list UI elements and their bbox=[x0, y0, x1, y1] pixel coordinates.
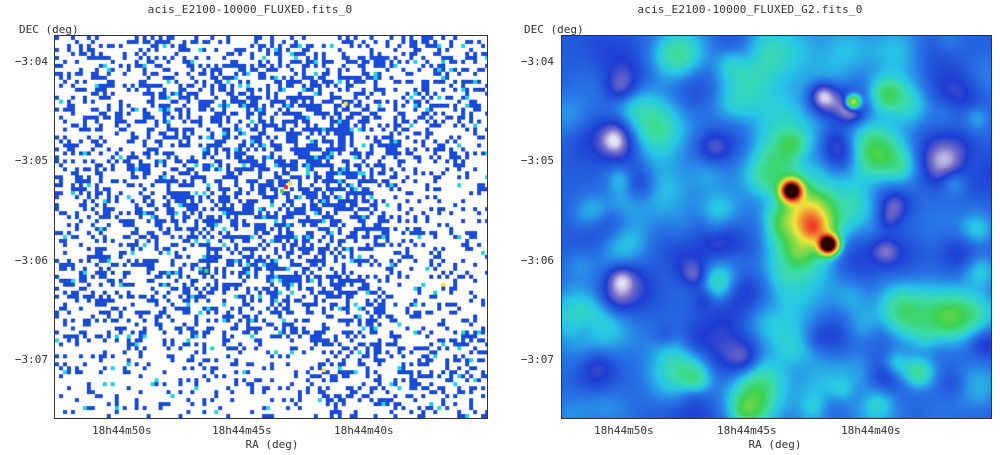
x-tick-label: 18h44m50s bbox=[594, 424, 654, 437]
panel-unsmoothed: acis_E2100-10000_FLUXED.fits_0 DEC (deg)… bbox=[14, 3, 488, 451]
x-axis-label: RA (deg) bbox=[245, 438, 299, 451]
y-tick-label: −3:05 bbox=[14, 154, 48, 167]
panel-title: acis_E2100-10000_FLUXED.fits_0 bbox=[147, 3, 353, 16]
y-axis-label: DEC (deg) bbox=[19, 23, 79, 36]
image-plot-area[interactable] bbox=[561, 35, 992, 419]
x-tick-label: 18h44m45s bbox=[717, 424, 777, 437]
y-tick-label: −3:06 bbox=[14, 254, 48, 267]
x-tick-label: 18h44m40s bbox=[334, 424, 394, 437]
panel-smoothed: acis_E2100-10000_FLUXED_G2.fits_0 DEC (d… bbox=[500, 0, 1000, 455]
y-axis-label: DEC (deg) bbox=[524, 23, 584, 36]
image-plot-area[interactable] bbox=[54, 35, 488, 419]
smoothed-xray-image bbox=[562, 36, 991, 418]
x-tick-label: 18h44m50s bbox=[92, 424, 152, 437]
y-tick-label: −3:07 bbox=[520, 353, 554, 366]
y-tick-label: −3:04 bbox=[14, 55, 48, 68]
x-axis-label: RA (deg) bbox=[748, 438, 802, 451]
y-tick-label: −3:05 bbox=[520, 154, 554, 167]
panel-title: acis_E2100-10000_FLUXED_G2.fits_0 bbox=[637, 3, 863, 16]
y-tick-label: −3:04 bbox=[520, 55, 554, 68]
y-tick-label: −3:06 bbox=[520, 254, 554, 267]
sparse-xray-image bbox=[55, 36, 487, 418]
x-tick-label: 18h44m40s bbox=[841, 424, 901, 437]
x-tick-label: 18h44m45s bbox=[212, 424, 272, 437]
y-tick-label: −3:07 bbox=[14, 353, 48, 366]
